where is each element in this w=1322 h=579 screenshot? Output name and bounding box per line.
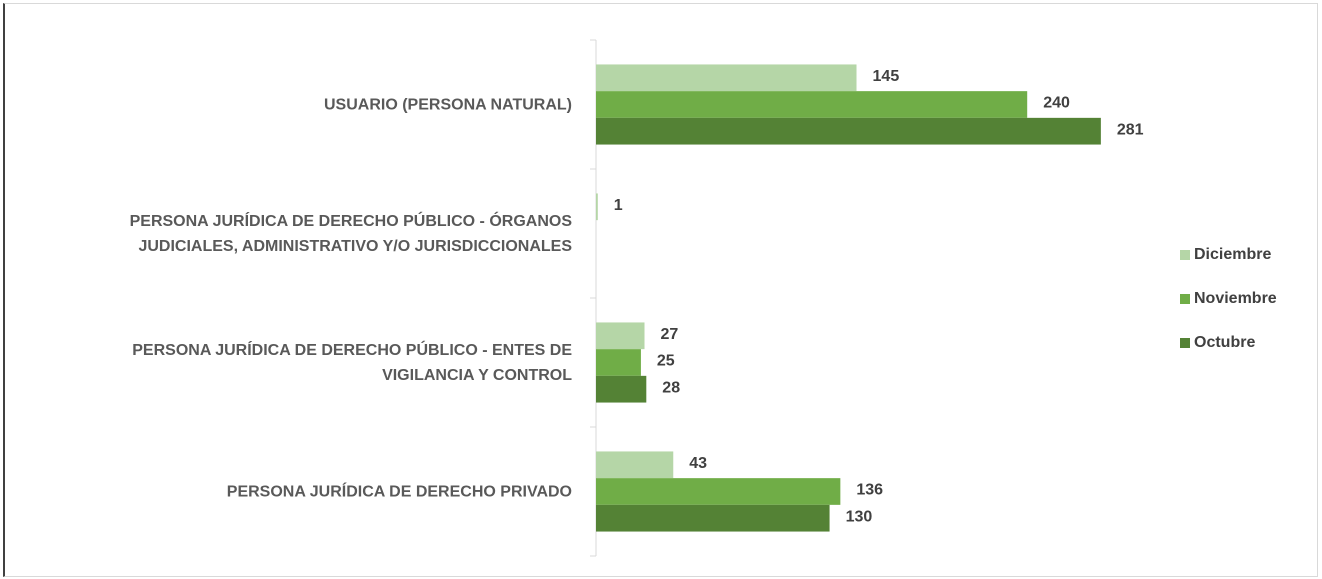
value-label: 281 bbox=[1117, 121, 1144, 138]
bar bbox=[596, 375, 647, 403]
bar bbox=[596, 451, 674, 479]
value-label: 1 bbox=[614, 197, 623, 214]
value-label: 28 bbox=[662, 379, 680, 396]
value-label: 25 bbox=[657, 353, 675, 370]
bar bbox=[596, 322, 645, 350]
category-label: PERSONA JURÍDICA DE DERECHO PÚBLICO - ÓR… bbox=[129, 212, 572, 255]
value-label: 43 bbox=[689, 455, 707, 472]
bar bbox=[596, 193, 598, 221]
bar bbox=[596, 478, 841, 505]
value-label: 130 bbox=[846, 508, 873, 525]
legend-label: Octubre bbox=[1194, 334, 1255, 351]
legend-swatch bbox=[1180, 250, 1190, 260]
legend-swatch bbox=[1180, 338, 1190, 348]
category-label: PERSONA JURÍDICA DE DERECHO PÚBLICO - EN… bbox=[132, 341, 572, 384]
value-label: 27 bbox=[661, 326, 679, 343]
bar bbox=[596, 64, 857, 92]
legend-label: Noviembre bbox=[1194, 290, 1277, 307]
value-label: 136 bbox=[856, 482, 883, 499]
legend-swatch bbox=[1180, 294, 1190, 304]
category-label: USUARIO (PERSONA NATURAL) bbox=[324, 96, 572, 113]
value-label: 240 bbox=[1043, 95, 1070, 112]
legend-label: Diciembre bbox=[1194, 246, 1271, 263]
chart-frame bbox=[3, 3, 1318, 577]
category-label: PERSONA JURÍDICA DE DERECHO PRIVADO bbox=[226, 483, 572, 500]
bar bbox=[596, 504, 830, 532]
bar bbox=[596, 117, 1101, 145]
bar bbox=[596, 349, 641, 376]
bar bbox=[596, 91, 1028, 118]
value-label: 145 bbox=[873, 68, 900, 85]
